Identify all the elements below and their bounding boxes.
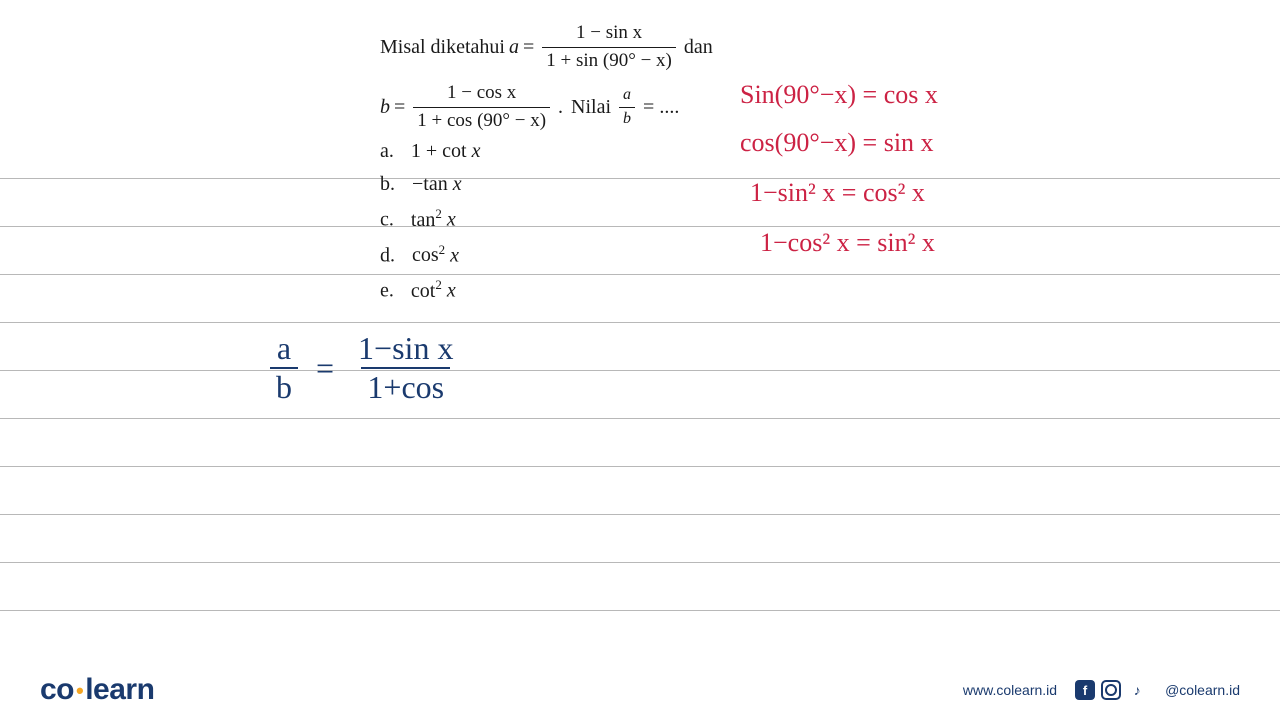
var-a: a — [509, 33, 519, 61]
option-a: a. 1 + cot x — [380, 140, 481, 163]
var-b: b — [380, 93, 390, 121]
option-a-text: 1 + cot — [411, 140, 472, 162]
hw-rhs-den: 1+cos — [361, 367, 450, 406]
option-b: b. −tan x — [380, 173, 481, 196]
frac-ab-den: b — [619, 107, 635, 130]
period: . — [558, 93, 563, 121]
frac-a-denominator: 1 + sin (90° − x) — [542, 47, 676, 75]
logo-learn: learn — [85, 673, 154, 706]
option-c-text: tan — [411, 209, 435, 231]
hw-lhs-frac: a b — [270, 330, 298, 406]
frac-a-numerator: 1 − sin x — [572, 20, 646, 47]
handwriting-identity-3: 1−sin² x = cos² x — [750, 178, 925, 208]
footer-handle: @colearn.id — [1165, 682, 1240, 698]
footer-url: www.colearn.id — [963, 682, 1057, 698]
colearn-logo: co•learn — [40, 673, 154, 707]
problem-prefix: Misal diketahui — [380, 33, 505, 61]
option-e: e. cot2 x — [380, 277, 481, 303]
logo-co: co — [40, 673, 74, 706]
handwriting-work: a b = 1−sin x 1+cos — [270, 330, 459, 406]
option-d-var: x — [445, 244, 459, 266]
option-d: d. cos2 x — [380, 242, 481, 268]
equals-1: = — [523, 33, 534, 61]
option-b-var: x — [453, 173, 462, 195]
hw-lhs-num: a — [271, 330, 297, 367]
logo-dot-icon: • — [76, 678, 83, 703]
handwriting-identity-2: cos(90°−x) = sin x — [740, 128, 934, 158]
frac-b-denominator: 1 + cos (90° − x) — [413, 107, 550, 135]
hw-equals: = — [316, 350, 334, 387]
hw-lhs-den: b — [270, 367, 298, 406]
fraction-b: 1 − cos x 1 + cos (90° − x) — [413, 80, 550, 134]
option-c: c. tan2 x — [380, 206, 481, 232]
footer: co•learn www.colearn.id f ♪ @colearn.id — [0, 660, 1280, 720]
fraction-ab: a b — [619, 84, 635, 130]
option-b-label: b. — [380, 173, 395, 195]
instagram-icon — [1101, 680, 1121, 700]
option-e-var: x — [442, 280, 456, 302]
word-dan: dan — [684, 33, 713, 61]
problem-statement: Misal diketahui a = 1 − sin x 1 + sin (9… — [380, 20, 713, 134]
handwriting-identity-4: 1−cos² x = sin² x — [760, 228, 935, 258]
option-c-label: c. — [380, 209, 394, 231]
hw-rhs-num: 1−sin x — [352, 330, 459, 367]
equals-2: = — [394, 93, 405, 121]
tiktok-icon: ♪ — [1127, 680, 1147, 700]
option-c-var: x — [442, 209, 456, 231]
option-a-var: x — [472, 140, 481, 162]
option-e-label: e. — [380, 280, 394, 302]
option-d-text: cos — [412, 244, 439, 266]
hw-rhs-frac: 1−sin x 1+cos — [352, 330, 459, 406]
option-d-label: d. — [380, 244, 395, 266]
social-icons: f ♪ — [1075, 680, 1147, 700]
question-tail: = .... — [643, 93, 679, 121]
nilai-label: Nilai — [571, 93, 611, 121]
option-e-text: cot — [411, 280, 435, 302]
footer-right: www.colearn.id f ♪ @colearn.id — [963, 680, 1240, 700]
frac-b-numerator: 1 − cos x — [443, 80, 520, 107]
answer-options: a. 1 + cot x b. −tan x c. tan2 x d. cos2… — [380, 140, 481, 313]
option-a-label: a. — [380, 140, 394, 162]
fraction-a: 1 − sin x 1 + sin (90° − x) — [542, 20, 676, 74]
facebook-icon: f — [1075, 680, 1095, 700]
option-b-text: −tan — [412, 173, 453, 195]
frac-ab-num: a — [619, 84, 635, 106]
handwriting-identity-1: Sin(90°−x) = cos x — [740, 80, 938, 110]
